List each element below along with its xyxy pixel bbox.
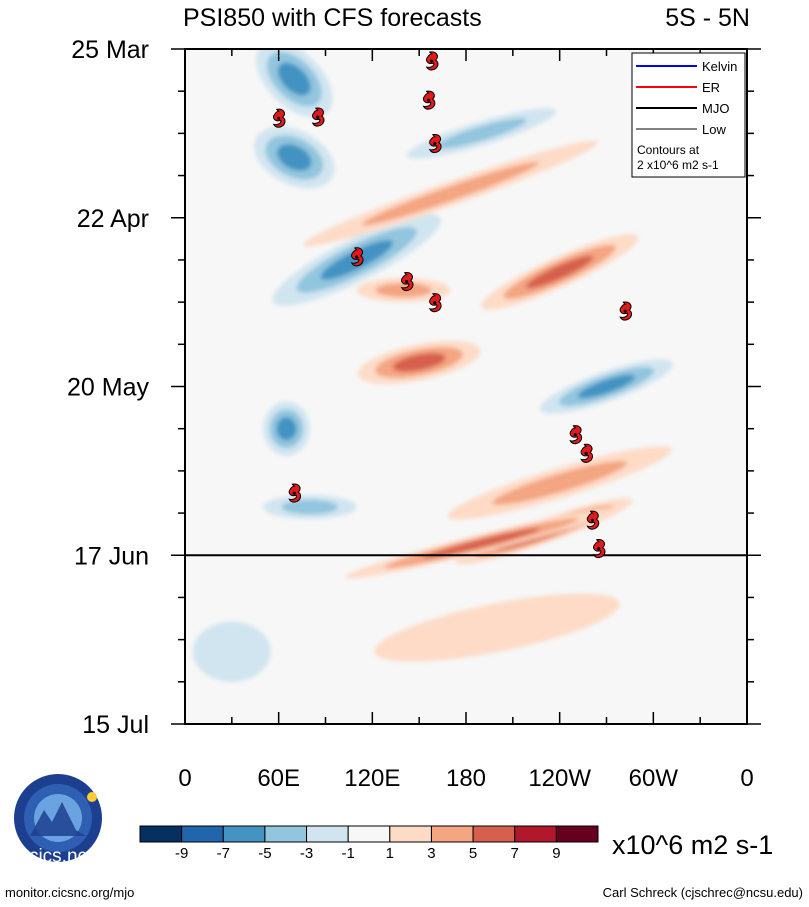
legend-label-kelvin: Kelvin: [702, 59, 737, 74]
field-feature: [277, 144, 312, 171]
colorbar-swatch: [514, 825, 557, 843]
tropical-cyclone-symbol: [422, 90, 436, 110]
colorbar-swatch: [222, 825, 266, 843]
legend-box: Kelvin ER MJO Low Contours at 2 x10^6 m2 s-…: [631, 52, 746, 178]
legend-label-low: Low: [702, 122, 726, 137]
field-feature: [423, 528, 541, 559]
colorbar-swatch: [181, 825, 224, 843]
colorbar-tick-label: -3: [300, 845, 313, 862]
x-axis: 0 60E 120E 180 120W 60W 0: [178, 49, 754, 792]
region-label: 5S - 5N: [665, 4, 750, 32]
y-tick-label: 17 Jun: [74, 542, 149, 570]
left-credit: monitor.cicsnc.org/mjo: [5, 885, 134, 900]
colorbar-tick-label: 7: [511, 845, 519, 862]
tropical-cyclone-symbol: [272, 108, 286, 128]
y-tick-label: 15 Jul: [82, 711, 149, 739]
legend-note-line1: Contours at: [637, 143, 700, 157]
colorbar: -9 -7 -5 -3 -1 1 3 5 7 9: [139, 825, 599, 862]
colorbar-tick-label: -5: [258, 845, 271, 862]
field-feature: [374, 593, 620, 662]
tropical-cyclone-symbol: [400, 272, 414, 292]
tropical-cyclone-symbol: [592, 539, 606, 559]
colorbar-tick-label: -1: [342, 845, 355, 862]
field-feature: [436, 118, 527, 149]
tropical-cyclone-symbol: [619, 301, 633, 321]
colorbar-swatch: [430, 825, 474, 843]
x-tick-label: 120E: [344, 765, 400, 792]
legend-label-er: ER: [702, 80, 720, 95]
y-tick-label: 22 Apr: [77, 205, 149, 233]
colorbar-tick-label: 1: [386, 845, 394, 862]
tropical-cyclone-layer: [272, 51, 633, 559]
field-feature: [526, 255, 594, 289]
colorbar-swatch: [555, 825, 599, 843]
tropical-cyclone-symbol: [586, 510, 600, 530]
field-feature: [277, 62, 311, 96]
x-tick-label: 60W: [629, 765, 679, 792]
y-tick-label: 20 May: [67, 374, 149, 402]
colorbar-tick-label: 3: [427, 845, 435, 862]
field-feature: [392, 353, 446, 372]
tropical-cyclone-symbol: [350, 247, 364, 267]
colorbar-swatch: [139, 825, 183, 843]
field-feature: [492, 460, 628, 505]
colorbar-swatch: [264, 825, 308, 843]
colorbar-unit-label: x10^6 m2 s-1: [612, 830, 773, 860]
x-tick-label: 180: [446, 765, 486, 792]
y-axis: 25 Mar 22 Apr 20 May 17 Jun 15 Jul: [67, 36, 761, 739]
x-tick-label: 60E: [257, 765, 300, 792]
colorbar-swatch: [306, 825, 349, 843]
colorbar-swatch: [347, 825, 391, 843]
x-tick-label: 0: [740, 765, 753, 792]
colorbar-tick-label: 5: [469, 845, 477, 862]
field-feature: [276, 417, 297, 441]
x-tick-label: 120W: [528, 765, 591, 792]
tropical-cyclone-symbol: [569, 425, 583, 445]
tropical-cyclone-symbol: [428, 134, 442, 154]
field-feature: [281, 499, 338, 515]
tropical-cyclone-symbol: [425, 51, 439, 71]
colorbar-tick-label: -9: [175, 845, 188, 862]
colorbar-tick-label: -7: [217, 845, 230, 862]
legend-label-mjo: MJO: [702, 101, 729, 116]
tropical-cyclone-symbol: [580, 443, 594, 463]
field-feature: [578, 374, 635, 399]
field-feature: [320, 240, 393, 280]
colorbar-tick-label: 9: [552, 845, 560, 862]
tropical-cyclone-symbol: [428, 293, 442, 313]
y-tick-label: 25 Mar: [71, 36, 149, 64]
legend-note-line2: 2 x10^6 m2 s-1: [637, 158, 719, 172]
x-tick-label: 0: [178, 765, 191, 792]
chart-title: PSI850 with CFS forecasts: [183, 4, 482, 32]
right-credit: Carl Schreck (cjschrec@ncsu.edu): [603, 885, 803, 900]
logo-text: cics.nc: [29, 846, 87, 867]
field-feature: [192, 621, 271, 682]
field-feature: [361, 161, 539, 226]
cicsnc-logo: cics.nc: [14, 774, 102, 867]
tropical-cyclone-symbol: [311, 107, 325, 127]
colorbar-swatch: [472, 825, 516, 843]
colorbar-swatch: [389, 825, 432, 843]
psi-field-layer: [192, 49, 673, 682]
tropical-cyclone-symbol: [288, 483, 302, 503]
